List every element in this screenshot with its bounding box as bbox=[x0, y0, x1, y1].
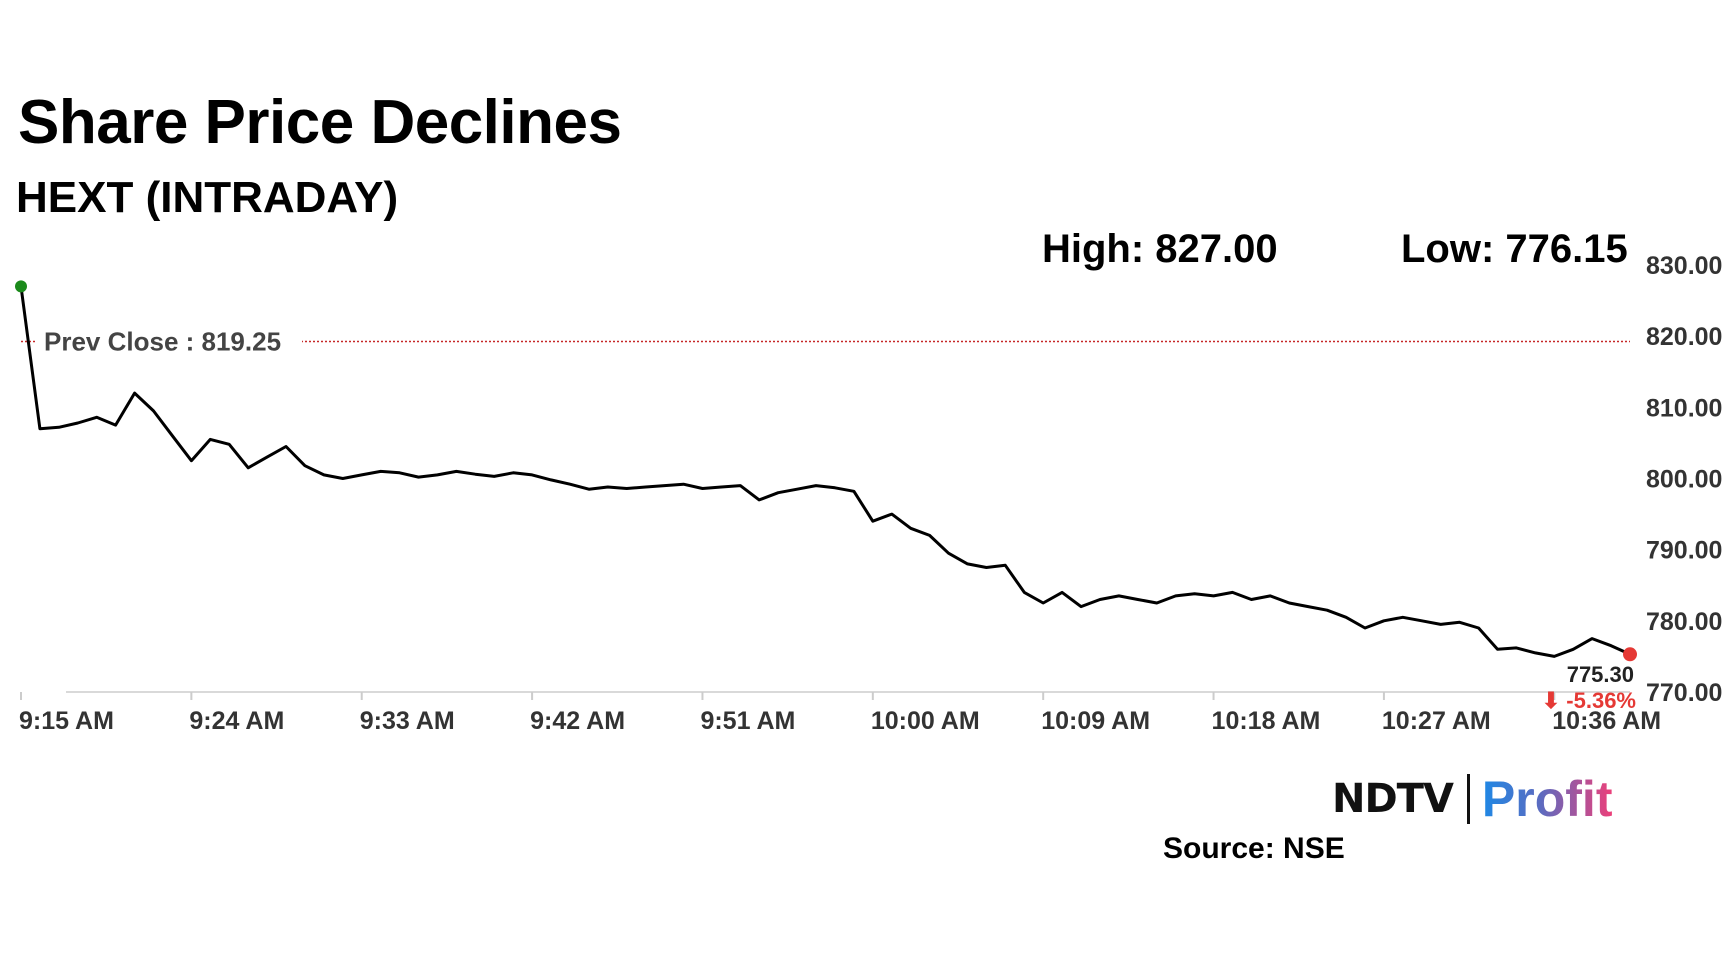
x-tick-label: 10:00 AM bbox=[871, 707, 980, 735]
x-tick-label: 10:27 AM bbox=[1382, 707, 1491, 735]
logo-divider bbox=[1466, 774, 1470, 824]
last-change-label: ⬇ -5.36% bbox=[1542, 688, 1636, 713]
source-note: Source: NSE bbox=[1163, 832, 1345, 865]
ndtv-logo-text: NDTV bbox=[1332, 776, 1454, 822]
y-tick-label: 800.00 bbox=[1646, 466, 1722, 494]
y-tick-label: 830.00 bbox=[1646, 252, 1722, 280]
low-label: Low: 776.15 bbox=[1401, 227, 1628, 271]
prev-close-label-bg bbox=[36, 325, 302, 358]
y-tick-label: 780.00 bbox=[1646, 608, 1722, 636]
y-tick-label: 820.00 bbox=[1646, 323, 1722, 351]
prev-close-label: Prev Close : 819.25 bbox=[44, 327, 281, 357]
y-tick-label: 810.00 bbox=[1646, 394, 1722, 422]
chart-title: Share Price Declines bbox=[18, 88, 622, 157]
x-tick-label: 10:09 AM bbox=[1041, 707, 1150, 735]
start-marker bbox=[15, 280, 27, 293]
y-axis-ticks: 770.00 780.00 790.00 800.00 810.00 820.00 830.… bbox=[1646, 252, 1722, 707]
y-tick-label: 790.00 bbox=[1646, 537, 1722, 565]
x-axis-ticks: 9:15 AM 9:24 AM 9:33 AM 9:42 AM 9:51 AM 10:00… bbox=[19, 692, 1661, 735]
high-label: High: 827.00 bbox=[1042, 227, 1278, 271]
profit-logo-text: Profit bbox=[1481, 771, 1613, 827]
x-tick-label: 9:42 AM bbox=[530, 707, 625, 735]
x-tick-label: 10:36 AM bbox=[1552, 707, 1661, 735]
x-tick-label: 9:24 AM bbox=[189, 707, 284, 735]
x-tick-label: 9:15 AM bbox=[19, 707, 114, 735]
ndtv-profit-logo: NDTV Profit bbox=[1332, 771, 1613, 827]
x-tick-label: 9:33 AM bbox=[360, 707, 455, 735]
y-tick-label: 770.00 bbox=[1646, 679, 1722, 707]
x-tick-label: 9:51 AM bbox=[700, 707, 795, 735]
price-line bbox=[19, 286, 1631, 658]
chart-subtitle: HEXT (INTRADAY) bbox=[16, 173, 399, 222]
last-price-label: 775.30 bbox=[1567, 662, 1634, 687]
end-marker bbox=[1623, 647, 1637, 662]
x-tick-label: 10:18 AM bbox=[1212, 707, 1321, 735]
